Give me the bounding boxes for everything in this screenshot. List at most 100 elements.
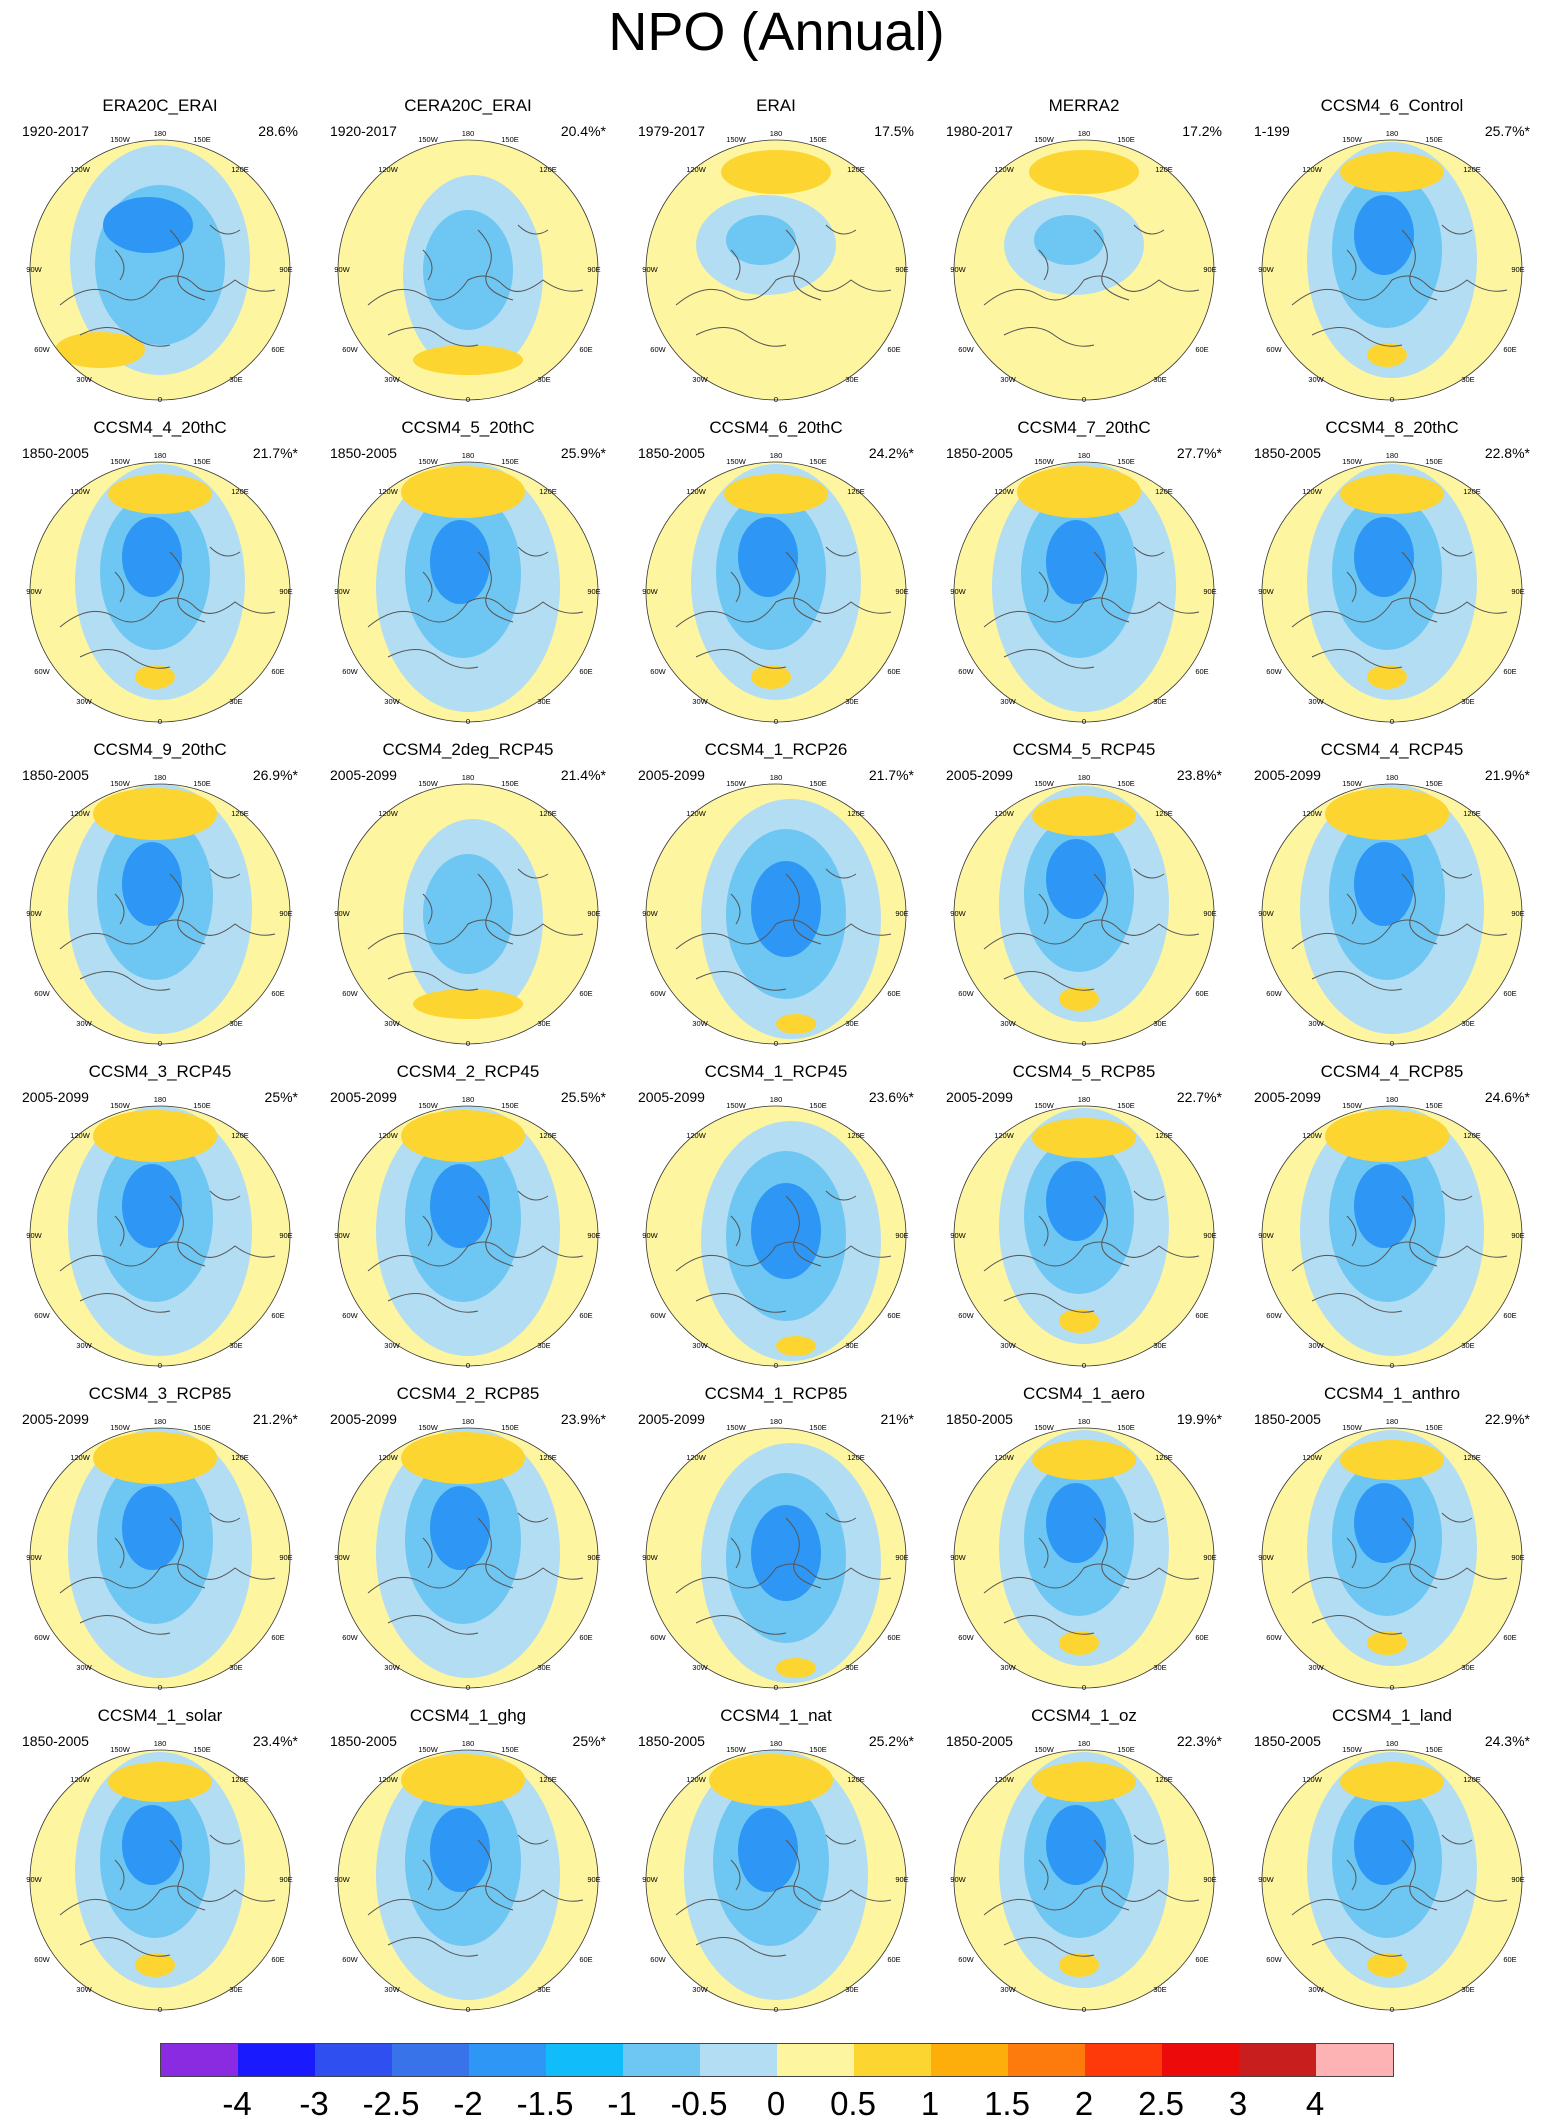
svg-text:90W: 90W [1258,1231,1274,1240]
svg-text:60W: 60W [1266,667,1282,676]
panel-variance-pct: 17.5% [874,123,914,139]
map-panel: CCSM4_5_RCP45 2005-2099 23.8%* 180 150W 150E 1… [934,740,1234,1048]
svg-text:120E: 120E [847,165,865,174]
svg-text:30W: 30W [1000,375,1016,384]
svg-text:120E: 120E [539,1775,557,1784]
svg-text:150W: 150W [110,1745,131,1754]
svg-text:90E: 90E [587,909,600,918]
svg-text:30E: 30E [845,1663,858,1672]
svg-text:30E: 30E [1461,1985,1474,1994]
svg-text:60E: 60E [1503,1311,1516,1320]
panel-variance-pct: 21.2%* [252,1411,298,1427]
svg-text:30E: 30E [537,1341,550,1350]
map-panel: CCSM4_3_RCP45 2005-2099 25%* 180 150W 150E 120… [10,1062,310,1370]
svg-text:150W: 150W [110,457,131,466]
panel-period: 2005-2099 [1254,1089,1321,1105]
polar-map: 180 150W 150E 120W 120E 90W 90E 60W 60E 30W 30E 0 [1258,1417,1524,1692]
svg-text:180: 180 [1078,1095,1091,1104]
svg-text:150W: 150W [1342,1745,1363,1754]
svg-text:180: 180 [1386,129,1399,138]
panel-title: CCSM4_1_solar [97,1706,223,1725]
svg-text:180: 180 [1078,1739,1091,1748]
svg-text:60W: 60W [342,989,358,998]
svg-text:60W: 60W [1266,1955,1282,1964]
svg-text:120E: 120E [231,809,249,818]
panel-period: 1850-2005 [1254,1411,1321,1427]
svg-text:60E: 60E [1503,667,1516,676]
panel-title: MERRA2 [1048,96,1120,115]
svg-text:60E: 60E [271,1955,284,1964]
svg-text:30W: 30W [1308,1019,1324,1028]
svg-text:30E: 30E [537,1019,550,1028]
svg-text:90W: 90W [950,1553,966,1562]
svg-text:90W: 90W [26,1231,42,1240]
svg-text:30E: 30E [537,375,550,384]
svg-text:150E: 150E [1117,135,1135,144]
svg-text:60W: 60W [650,1311,666,1320]
svg-text:180: 180 [1078,773,1091,782]
svg-text:60E: 60E [887,989,900,998]
svg-text:30W: 30W [384,1663,400,1672]
panel-variance-pct: 28.6% [258,123,298,139]
svg-text:120E: 120E [1155,1775,1173,1784]
svg-text:90W: 90W [1258,265,1274,274]
polar-map: 180 150W 150E 120W 120E 90W 90E 60W 60E 30W 30E 0 [1258,773,1524,1048]
svg-text:90E: 90E [279,1231,292,1240]
panel-period: 2005-2099 [946,1089,1013,1105]
map-panel: CCSM4_5_20thC 1850-2005 25.9%* 180 150W 150E 1… [318,418,618,726]
polar-map: 180 150W 150E 120W 120E 90W 90E 60W 60E 30W 30E 0 [1258,129,1524,404]
panel-title: ERA20C_ERAI [102,96,218,115]
svg-text:60E: 60E [271,345,284,354]
panel-variance-pct: 23.8%* [1176,767,1222,783]
svg-text:0: 0 [1082,717,1086,726]
colorbar-tick-label: -2.5 [362,2085,420,2122]
panel-variance-pct: 24.2%* [868,445,914,461]
panel-title: CCSM4_2deg_RCP45 [382,740,554,759]
panel-title: CCSM4_1_RCP26 [704,740,848,759]
svg-text:0: 0 [466,1361,470,1370]
panel-period: 2005-2099 [330,1411,397,1427]
svg-text:60W: 60W [958,1633,974,1642]
svg-text:0: 0 [158,1361,162,1370]
svg-text:90W: 90W [334,1553,350,1562]
svg-text:30E: 30E [1153,375,1166,384]
svg-text:30W: 30W [384,1341,400,1350]
svg-text:30W: 30W [1000,697,1016,706]
svg-text:0: 0 [158,395,162,404]
panel-title: CCSM4_1_nat [720,1706,832,1725]
svg-text:60E: 60E [887,345,900,354]
colorbar-swatch [238,2044,315,2076]
panel-variance-pct: 20.4%* [560,123,606,139]
colorbar-swatch [1239,2044,1316,2076]
map-panel: CCSM4_2_RCP85 2005-2099 23.9%* 180 150W 150E 1… [318,1384,618,1692]
svg-text:90W: 90W [950,909,966,918]
svg-text:180: 180 [770,1417,783,1426]
svg-text:150W: 150W [726,779,747,788]
panel-title: CCSM4_6_20thC [709,418,843,437]
svg-text:90W: 90W [1258,1553,1274,1562]
svg-text:90W: 90W [950,1231,966,1240]
panel-title: CCSM4_5_RCP85 [1012,1062,1156,1081]
svg-text:60E: 60E [1195,989,1208,998]
svg-text:90W: 90W [950,1875,966,1884]
svg-text:120W: 120W [994,1453,1015,1462]
svg-text:60W: 60W [34,1955,50,1964]
svg-text:60E: 60E [579,667,592,676]
svg-text:60E: 60E [579,989,592,998]
svg-text:90E: 90E [895,265,908,274]
colorbar-tick-label: 1.5 [984,2085,1030,2122]
panel-title: CCSM4_4_RCP45 [1320,740,1464,759]
svg-text:150E: 150E [501,457,519,466]
svg-text:30W: 30W [384,375,400,384]
svg-text:0: 0 [466,717,470,726]
svg-text:150E: 150E [809,779,827,788]
svg-text:30E: 30E [1153,1663,1166,1672]
svg-text:120W: 120W [378,809,399,818]
svg-text:180: 180 [154,1739,167,1748]
svg-text:30E: 30E [1461,1663,1474,1672]
svg-text:150E: 150E [193,1745,211,1754]
svg-text:0: 0 [774,2005,778,2014]
svg-text:120E: 120E [1463,487,1481,496]
svg-text:30W: 30W [76,1019,92,1028]
svg-text:180: 180 [1078,451,1091,460]
